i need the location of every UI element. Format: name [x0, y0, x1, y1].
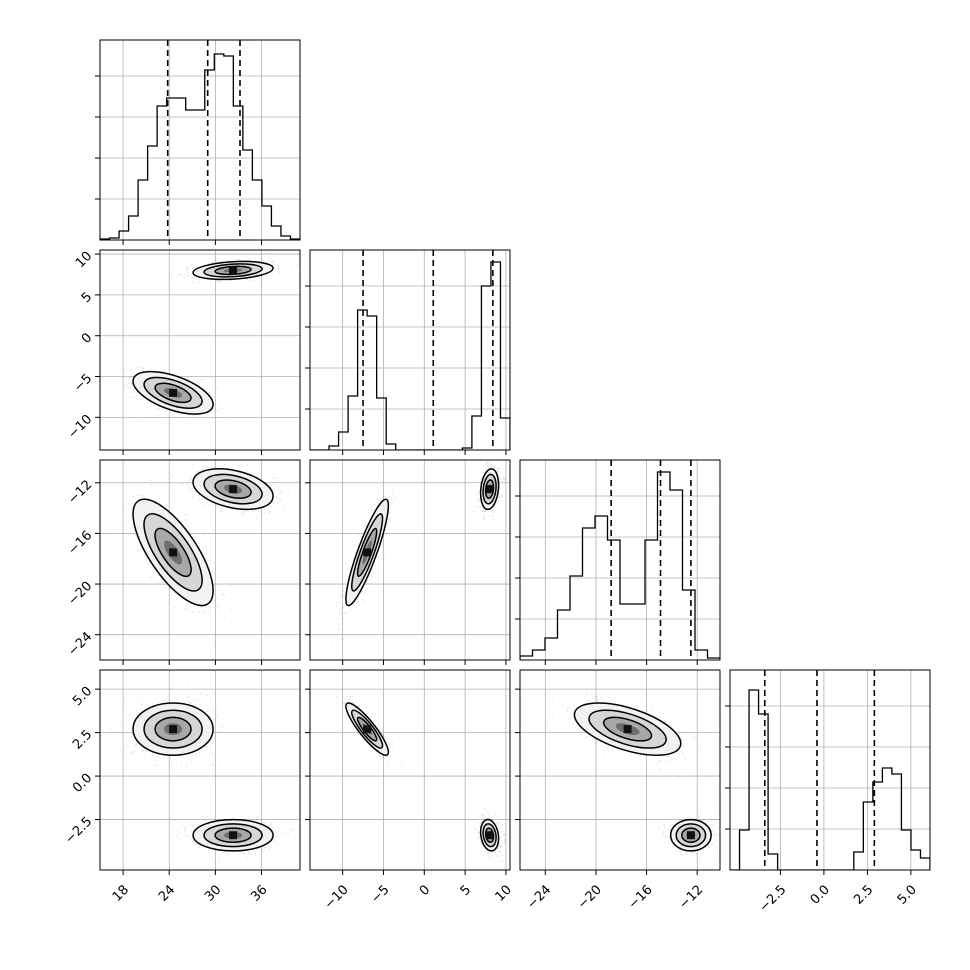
y-tick-label: 5: [79, 290, 95, 306]
panel-content: [730, 670, 930, 870]
y-tick-label: 0.0: [70, 771, 95, 796]
y-tick-label: 10: [73, 249, 95, 271]
density-peak: [485, 485, 494, 494]
x-tick-label: 30: [202, 882, 224, 904]
histogram-panel-0: [95, 39, 301, 245]
panel-frame: [99, 459, 301, 661]
panel-frame: [99, 249, 301, 451]
panel-frame: [99, 669, 301, 871]
panel-content: [541, 692, 720, 859]
panel-frame: [519, 459, 721, 661]
x-tick-label: 0.0: [808, 882, 833, 907]
y-tick-label: −5: [71, 371, 95, 395]
x-tick-label: −2.5: [757, 882, 790, 915]
panel-frame: [729, 669, 931, 871]
y-tick-label: −2.5: [62, 814, 95, 847]
x-tick-label: 36: [248, 882, 270, 904]
scatter-panel-2-1: [305, 459, 511, 665]
histogram-panel-3: −2.5 0.0 2.5 5.0: [725, 669, 931, 915]
x-tick-label: 0: [417, 882, 433, 898]
density-peak: [229, 266, 238, 275]
x-tick-label: 5.0: [895, 882, 920, 907]
x-tick-label: −20: [575, 882, 605, 912]
density-peak: [169, 548, 178, 557]
histogram-panel-1: [305, 249, 511, 455]
density-peak: [363, 548, 372, 557]
x-tick-label: 5: [458, 882, 474, 898]
histogram-step: [520, 471, 720, 660]
x-tick-label: 18: [110, 882, 132, 904]
y-tick-label: −10: [65, 412, 95, 442]
density-peak: [169, 388, 178, 397]
scatter-panel-1-0: −10 −5 0 5 10: [65, 249, 301, 455]
panel-frame: [309, 249, 511, 451]
panel-content: [520, 460, 720, 660]
x-tick-label: −12: [676, 882, 706, 912]
panel-content: [113, 460, 295, 646]
y-tick-label: 5.0: [70, 684, 95, 709]
y-tick-label: 2.5: [70, 727, 95, 752]
histogram-step: [310, 261, 510, 450]
histogram-step: [730, 689, 930, 870]
panel-content: [110, 685, 294, 864]
panel-content: [310, 250, 510, 450]
density-peak: [229, 485, 238, 494]
x-tick-label: 10: [493, 882, 515, 904]
density-peak: [623, 725, 632, 734]
x-tick-label: 2.5: [851, 882, 876, 907]
x-tick-label: −10: [322, 882, 352, 912]
density-peak: [229, 831, 238, 840]
panel-content: [121, 253, 299, 425]
panel-frame: [519, 669, 721, 871]
y-tick-label: −16: [65, 528, 95, 558]
density-peak: [363, 725, 372, 734]
panel-frame: [99, 39, 301, 241]
panel-content: [100, 40, 300, 240]
histogram-step: [100, 53, 300, 240]
y-tick-label: −12: [65, 477, 95, 507]
y-tick-label: −24: [65, 629, 95, 659]
scatter-panel-3-2: −24 −20 −16 −12: [515, 669, 721, 912]
panel-content: [335, 689, 506, 862]
x-tick-label: −16: [626, 882, 656, 912]
x-tick-label: −5: [368, 882, 392, 906]
histogram-panel-2: [515, 459, 721, 665]
scatter-panel-3-0: 18 24 30 36 −2.5 0.0 2.5 5.0: [62, 669, 301, 905]
panel-content: [331, 462, 506, 643]
scatter-panel-2-0: −24 −20 −16 −12: [65, 459, 301, 665]
y-tick-label: 0: [79, 330, 95, 346]
x-tick-label: 24: [156, 882, 178, 904]
density-peak: [686, 831, 695, 840]
scatter-panel-3-1: −10 −5 0 5 10: [305, 669, 515, 912]
density-peak: [485, 831, 494, 840]
density-peak: [169, 725, 178, 734]
y-tick-label: −20: [65, 579, 95, 609]
panel-frame: [309, 459, 511, 661]
panel-frame: [309, 669, 511, 871]
x-tick-label: −24: [524, 882, 554, 912]
